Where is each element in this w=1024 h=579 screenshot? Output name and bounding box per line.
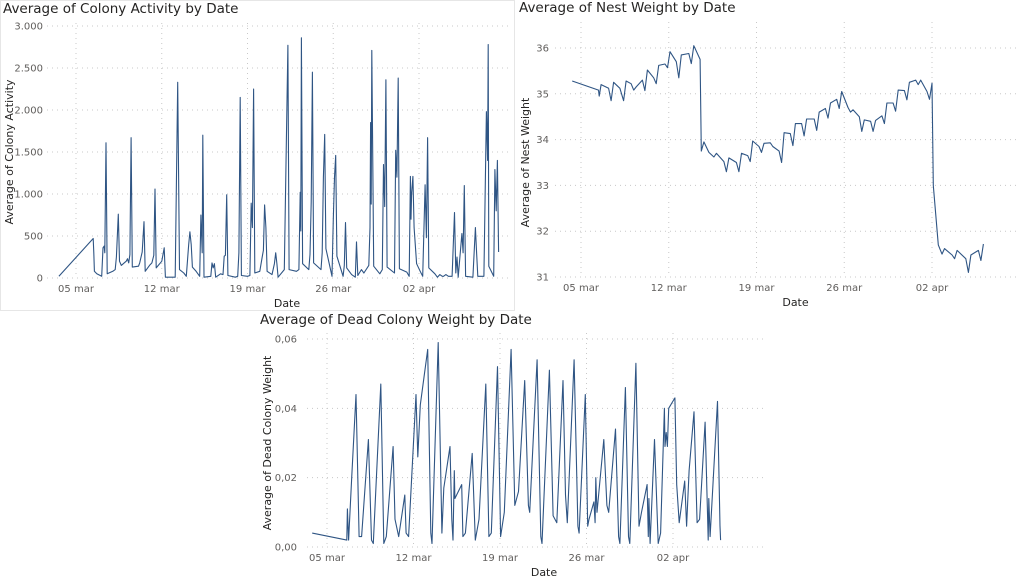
x-tick-label: 02 apr	[657, 553, 690, 564]
y-tick-label: 0	[37, 274, 43, 285]
y-axis-title: Average of Nest Weight	[519, 97, 532, 227]
y-tick-label: 36	[536, 44, 549, 55]
x-tick-label: 02 apr	[916, 283, 949, 294]
x-tick-label: 02 apr	[403, 284, 436, 295]
y-tick-label: 31	[536, 273, 549, 284]
chart-title: Average of Dead Colony Weight by Date	[260, 312, 532, 328]
y-tick-label: 32	[536, 227, 549, 238]
x-tick-label: 12 mar	[651, 283, 688, 294]
y-axis-title: Average of Dead Colony Weight	[261, 355, 274, 530]
series-line[interactable]	[58, 37, 500, 278]
y-tick-label: 0,06	[275, 335, 297, 346]
x-axis-title: Date	[531, 566, 558, 579]
series-line[interactable]	[572, 45, 984, 273]
y-tick-label: 0,04	[275, 404, 297, 415]
x-tick-label: 26 mar	[569, 553, 606, 564]
y-tick-label: 500	[24, 232, 43, 243]
chart-title: Average of Nest Weight by Date	[519, 0, 736, 16]
x-tick-label: 26 mar	[826, 283, 863, 294]
x-tick-label: 05 mar	[58, 284, 95, 295]
y-tick-label: 3.000	[14, 22, 43, 33]
dead-colony-weight-chart[interactable]: Average of Dead Colony Weight by Date 0,…	[250, 311, 770, 579]
y-tick-label: 2.000	[14, 106, 43, 117]
series-line[interactable]	[312, 341, 722, 545]
colony-activity-plot: 0 500 1.000 1.500 2.000 2.500 3.000 05 mar 12 ma…	[3, 22, 511, 310]
nest-weight-plot: 31 32 33 34 35 36 05 mar 12 mar 19 mar 26 mar 02 a…	[519, 22, 1020, 309]
nest-weight-chart[interactable]: Average of Nest Weight by Date 31 32 33 34 3…	[515, 0, 1024, 311]
x-tick-label: 26 mar	[315, 284, 352, 295]
colony-activity-chart[interactable]: Average of Colony Activity by Date 0 500 1…	[0, 0, 515, 311]
y-tick-label: 34	[536, 135, 549, 146]
x-axis-title: Date	[782, 296, 809, 309]
x-tick-label: 19 mar	[230, 284, 267, 295]
x-axis-title: Date	[274, 297, 301, 310]
y-axis-title: Average of Colony Activity	[3, 79, 16, 225]
x-tick-label: 12 mar	[396, 553, 433, 564]
y-tick-label: 0,00	[275, 543, 297, 554]
x-tick-label: 19 mar	[739, 283, 776, 294]
x-tick-label: 19 mar	[482, 553, 519, 564]
dead-colony-weight-plot: 0,00 0,02 0,04 0,06 05 mar 12 mar 19 mar 26 mar…	[261, 333, 765, 579]
x-tick-label: 05 mar	[563, 283, 600, 294]
y-tick-label: 1.500	[14, 148, 43, 159]
x-tick-label: 05 mar	[309, 553, 346, 564]
y-tick-label: 35	[536, 89, 549, 100]
chart-title: Average of Colony Activity by Date	[3, 1, 239, 17]
y-tick-label: 33	[536, 181, 549, 192]
y-tick-label: 1.000	[14, 190, 43, 201]
x-tick-label: 12 mar	[144, 284, 181, 295]
y-tick-label: 0,02	[275, 473, 297, 484]
y-tick-label: 2.500	[14, 64, 43, 75]
